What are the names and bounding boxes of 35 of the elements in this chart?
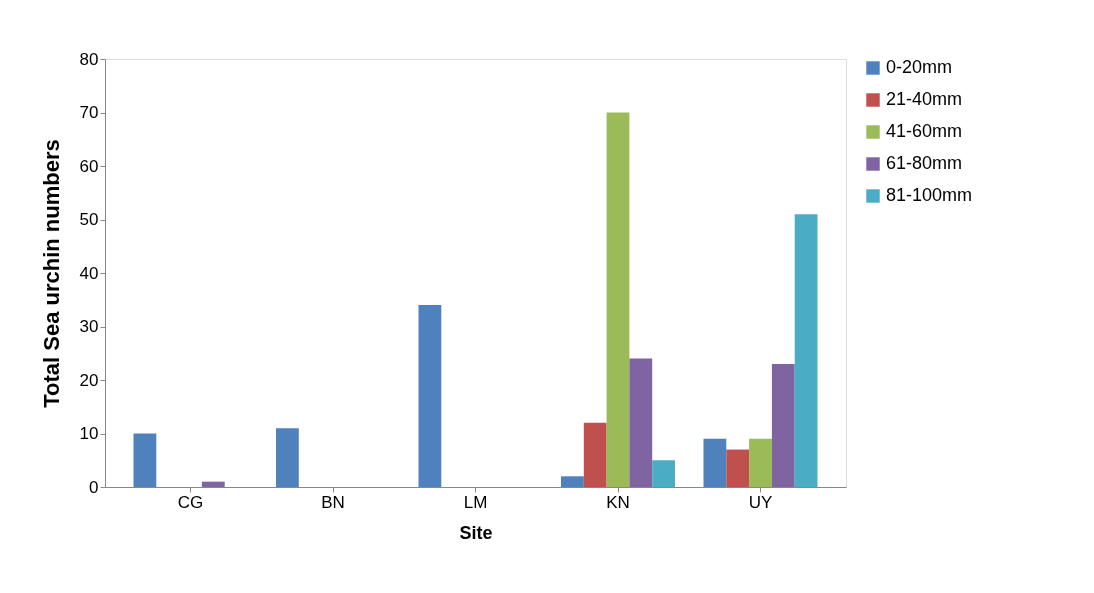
bar [201, 481, 225, 487]
bar [771, 363, 795, 487]
x-tick-label: UY [748, 492, 773, 512]
bar [726, 449, 750, 487]
bar [749, 438, 772, 487]
y-tick-label: 20 [79, 370, 99, 390]
y-tick-label: 0 [89, 477, 99, 497]
y-tick-label: 30 [79, 317, 99, 336]
x-tick-label: BN [321, 492, 345, 512]
x-tick-label: CG [177, 492, 204, 512]
y-tick-label: 10 [79, 424, 99, 443]
legend-label: 21-40mm [886, 89, 963, 109]
bar [794, 214, 818, 487]
y-axis-title: Total Sea urchin numbers [38, 139, 64, 408]
x-tick-label: KN [606, 492, 630, 512]
bar [703, 438, 727, 487]
bar [133, 433, 157, 487]
x-tick-label: LM [463, 492, 488, 512]
bar [561, 476, 584, 487]
legend-label: 81-100mm [886, 185, 973, 205]
bar [276, 428, 299, 487]
y-tick-label: 70 [79, 103, 99, 122]
bar [418, 305, 442, 487]
x-axis-title: Site [459, 522, 493, 543]
y-tick-label: 80 [79, 49, 99, 69]
y-tick-label: 40 [79, 263, 99, 283]
bar [583, 422, 607, 487]
legend-label: 61-80mm [886, 153, 963, 173]
y-tick-label: 60 [79, 156, 99, 176]
bar [629, 358, 653, 487]
bar [652, 460, 675, 487]
legend-label: 41-60mm [886, 121, 963, 141]
y-tick-label: 50 [79, 210, 99, 229]
legend-label: 0-20mm [886, 57, 953, 77]
bar [606, 112, 630, 487]
